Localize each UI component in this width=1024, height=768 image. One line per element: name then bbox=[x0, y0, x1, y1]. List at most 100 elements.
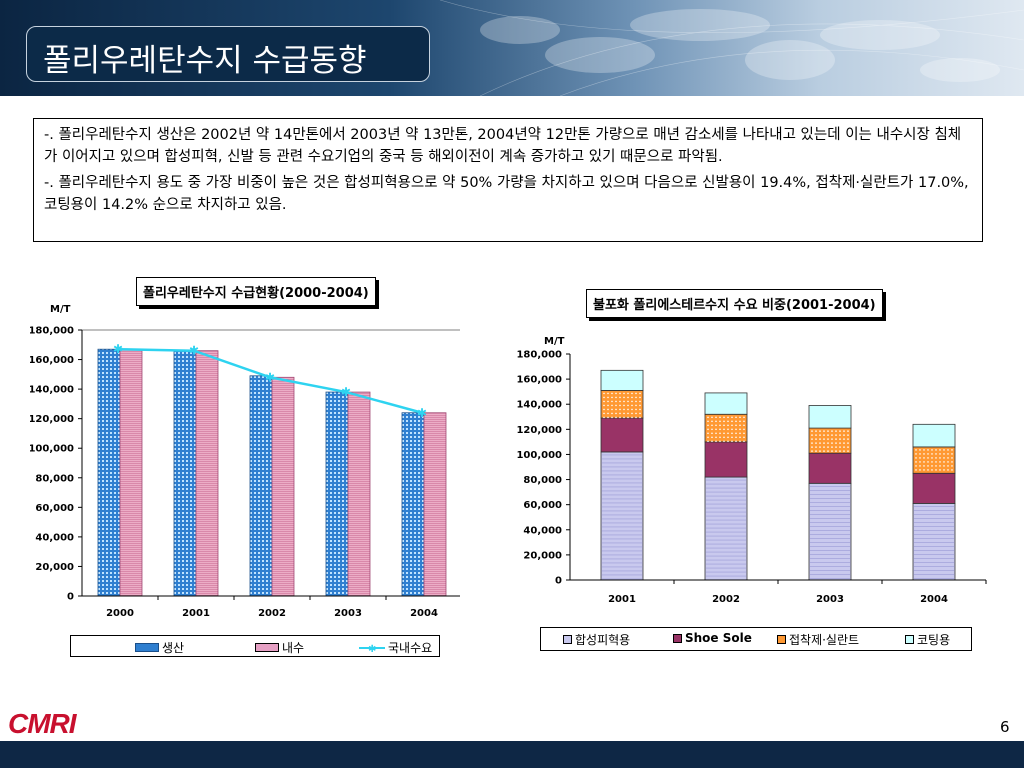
chart2-dot-pattern bbox=[611, 412, 613, 415]
chart2-dot-pattern bbox=[935, 453, 937, 455]
chart1-ytick-label: 160,000 bbox=[30, 355, 74, 366]
chart2-dot-pattern bbox=[831, 446, 833, 448]
chart2-dot-pattern bbox=[627, 400, 629, 403]
chart2-dot-pattern bbox=[635, 396, 637, 399]
chart2-dot-pattern bbox=[935, 461, 937, 463]
chart2-dot-pattern bbox=[915, 465, 917, 467]
chart2-dot-pattern bbox=[919, 457, 921, 459]
chart1-line-demand bbox=[117, 347, 423, 414]
chart2-dot-pattern bbox=[631, 416, 633, 419]
chart2-dot-pattern bbox=[627, 396, 629, 399]
chart2-dot-pattern bbox=[743, 436, 745, 439]
chart2-dot-pattern bbox=[847, 434, 849, 436]
chart2-dot-pattern bbox=[835, 430, 837, 432]
chart2-dot-pattern bbox=[839, 446, 841, 448]
chart2-dot-pattern bbox=[711, 440, 713, 443]
chart2-dot-pattern bbox=[931, 461, 933, 463]
chart2-dot-pattern bbox=[611, 392, 613, 395]
chart2-dot-pattern bbox=[743, 424, 745, 427]
chart2-dot-pattern bbox=[735, 432, 737, 435]
chart2-dot-pattern bbox=[603, 416, 605, 419]
chart2-dot-pattern bbox=[707, 436, 709, 439]
chart2-dot-pattern bbox=[623, 396, 625, 399]
chart2-dot-pattern bbox=[723, 428, 725, 431]
chart2-dot-pattern bbox=[843, 450, 845, 452]
chart2-dot-pattern bbox=[919, 449, 921, 451]
chart2-dot-pattern bbox=[947, 469, 949, 471]
chart2-dot-pattern bbox=[815, 442, 817, 444]
chart2-dot-pattern bbox=[619, 416, 621, 419]
chart2-dot-pattern bbox=[715, 416, 717, 419]
svg-text:✱: ✱ bbox=[368, 644, 376, 653]
chart2-dot-pattern bbox=[607, 392, 609, 395]
chart2-dot-pattern bbox=[611, 408, 613, 411]
legend-swatch-synthetic-leather bbox=[563, 635, 572, 644]
chart1-plot: M/T ✱ ✱ ✱ ✱ ✱ 0 20,000 40,000 60,000 80,000 100,0… bbox=[30, 304, 460, 619]
chart2-dot-pattern bbox=[951, 469, 953, 471]
chart2-dot-pattern bbox=[739, 424, 741, 427]
chart2-dot-pattern bbox=[951, 465, 953, 467]
chart2-dot-pattern bbox=[619, 412, 621, 415]
chart2-dot-pattern bbox=[835, 450, 837, 452]
chart2-dot-pattern bbox=[719, 440, 721, 443]
chart2-dot-pattern bbox=[827, 442, 829, 444]
chart2-dot-pattern bbox=[727, 440, 729, 443]
chart1-ytick-label: 80,000 bbox=[35, 473, 74, 484]
chart2-dot-pattern bbox=[927, 449, 929, 451]
chart2-dot-pattern bbox=[947, 449, 949, 451]
chart2-dot-pattern bbox=[615, 400, 617, 403]
chart2-dot-pattern bbox=[611, 404, 613, 407]
chart2-dot-pattern bbox=[923, 457, 925, 459]
footer-bar bbox=[0, 741, 1024, 768]
chart2-dot-pattern bbox=[839, 430, 841, 432]
legend-item-synthetic-leather: 합성피혁용 bbox=[563, 631, 630, 648]
chart2-dot-pattern bbox=[919, 469, 921, 471]
chart2-segment-adhesive bbox=[704, 413, 748, 443]
chart2-dot-pattern bbox=[735, 428, 737, 431]
chart2-segment-coating bbox=[808, 405, 852, 429]
chart2-dot-pattern bbox=[951, 449, 953, 451]
chart2-dot-pattern bbox=[847, 442, 849, 444]
chart2-dot-pattern bbox=[607, 412, 609, 415]
chart2-dot-pattern bbox=[831, 438, 833, 440]
legend-label-domestic: 내수 bbox=[282, 641, 305, 655]
chart2-dot-pattern bbox=[607, 408, 609, 411]
chart2-dot-pattern bbox=[639, 416, 641, 419]
page-number: 6 bbox=[1000, 718, 1010, 736]
chart2-dot-pattern bbox=[615, 404, 617, 407]
chart2-dot-pattern bbox=[707, 440, 709, 443]
chart2-dot-pattern bbox=[735, 420, 737, 423]
chart2-dot-pattern bbox=[631, 408, 633, 411]
chart2-dot-pattern bbox=[727, 436, 729, 439]
legend-swatch-shoe-sole bbox=[673, 633, 682, 643]
chart2-dot-pattern bbox=[631, 404, 633, 407]
chart2-dot-pattern bbox=[715, 440, 717, 443]
chart1-legend: 생산 내수 ✱ 국내수요 bbox=[70, 635, 440, 657]
chart2-dot-pattern bbox=[919, 465, 921, 467]
chart2-title: 불포화 폴리에스테르수지 수요 비중(2001-2004) bbox=[586, 289, 883, 318]
chart2-dot-pattern bbox=[943, 457, 945, 459]
chart2-dot-pattern bbox=[639, 400, 641, 403]
chart2-dot-pattern bbox=[827, 446, 829, 448]
chart2-dot-pattern bbox=[731, 424, 733, 427]
chart2-dot-pattern bbox=[639, 396, 641, 399]
chart2-xtick-label: 2003 bbox=[816, 594, 844, 605]
chart2-dot-pattern bbox=[831, 430, 833, 432]
chart2-dot-pattern bbox=[627, 412, 629, 415]
legend-swatch-production bbox=[135, 643, 159, 652]
chart2-dot-pattern bbox=[711, 428, 713, 431]
chart2-dot-pattern bbox=[743, 420, 745, 423]
chart2-dot-pattern bbox=[623, 392, 625, 395]
chart1-point-demand: ✱ bbox=[265, 370, 275, 384]
chart2-dot-pattern bbox=[935, 457, 937, 459]
chart2-dot-pattern bbox=[623, 400, 625, 403]
chart2-dot-pattern bbox=[823, 446, 825, 448]
chart2-dot-pattern bbox=[939, 461, 941, 463]
chart2-dot-pattern bbox=[831, 442, 833, 444]
chart2-dot-pattern bbox=[811, 446, 813, 448]
chart2-dot-pattern bbox=[939, 465, 941, 467]
chart2-dot-pattern bbox=[923, 469, 925, 471]
chart2-dot-pattern bbox=[739, 432, 741, 435]
chart2-xtick-label: 2002 bbox=[712, 594, 740, 605]
chart2-dot-pattern bbox=[831, 450, 833, 452]
